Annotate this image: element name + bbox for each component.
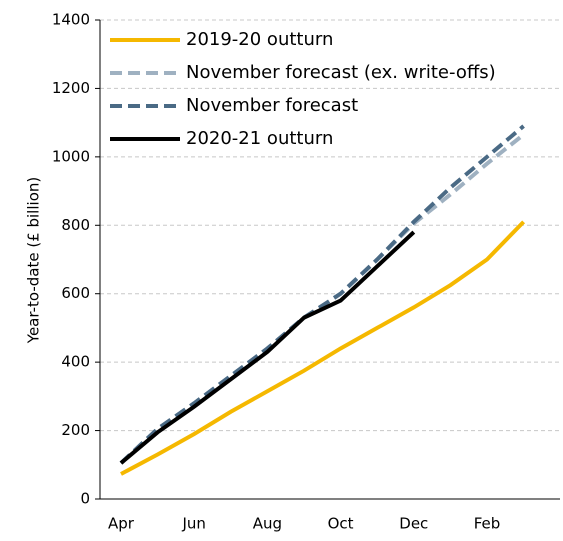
y-tick-label: 200 [61, 421, 90, 439]
y-tick-label: 600 [61, 284, 90, 302]
series-line [119, 124, 525, 465]
x-tick-label: Apr [108, 515, 135, 533]
x-tick-label: Dec [399, 515, 428, 533]
y-tick-label: 1000 [52, 147, 90, 165]
x-tick-label: Jun [181, 515, 205, 533]
x-tick-label: Feb [474, 515, 501, 533]
legend-label: November forecast [186, 95, 358, 116]
x-tick-label: Aug [253, 515, 282, 533]
series-line [120, 220, 526, 476]
legend-label: 2019-20 outturn [186, 29, 333, 50]
legend-label: 2020-21 outturn [186, 128, 333, 149]
series-line [119, 230, 416, 465]
y-tick-label: 0 [80, 490, 90, 508]
legend-label: November forecast (ex. write-offs) [186, 62, 496, 83]
y-tick-label: 1200 [52, 79, 90, 97]
y-axis-label: Year-to-date (£ billion) [25, 177, 43, 344]
x-tick-label: Oct [328, 515, 354, 533]
y-tick-label: 400 [61, 353, 90, 371]
y-tick-label: 800 [61, 216, 90, 234]
y-tick-label: 1400 [52, 11, 90, 29]
